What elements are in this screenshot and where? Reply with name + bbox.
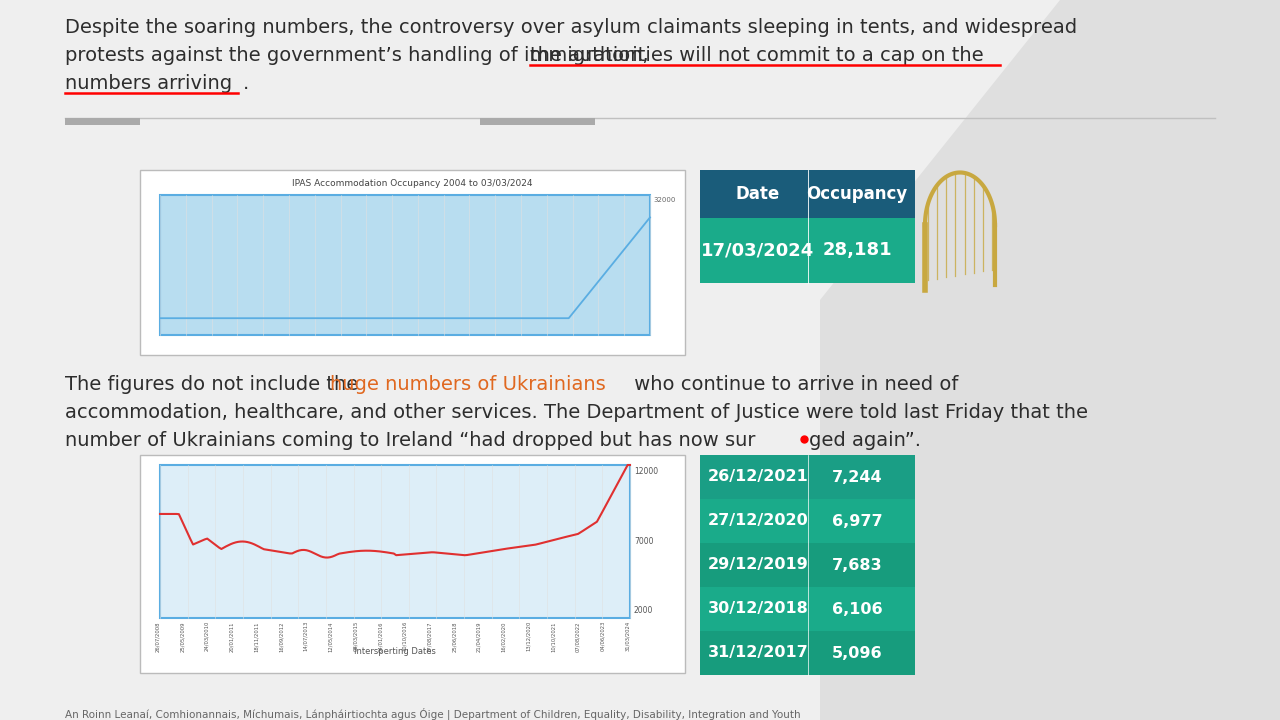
Bar [700,543,915,587]
Text: 16/09/2012: 16/09/2012 [279,621,284,652]
Text: 24/03/2010: 24/03/2010 [205,621,210,652]
Text: huge numbers of Ukrainians: huge numbers of Ukrainians [330,375,605,394]
Text: 04/01/2016: 04/01/2016 [378,621,383,652]
Text: 17/03/2024: 17/03/2024 [701,241,814,259]
Text: 27/08/2017: 27/08/2017 [428,621,433,652]
Text: 14/07/2013: 14/07/2013 [303,621,308,652]
Text: 31/03/2024: 31/03/2024 [625,621,630,652]
Text: 20/01/2011: 20/01/2011 [229,621,234,652]
Text: ged again”.: ged again”. [809,431,922,450]
Text: 16/02/2020: 16/02/2020 [502,621,507,652]
Text: 25/06/2018: 25/06/2018 [452,621,457,652]
Bar [65,118,140,125]
Bar [480,118,595,125]
Text: 6,106: 6,106 [832,601,882,616]
Text: 6,977: 6,977 [832,513,882,528]
Text: 30/10/2016: 30/10/2016 [402,621,407,652]
Text: .: . [243,74,250,93]
Text: number of Ukrainians coming to Ireland “had dropped but has now sur: number of Ukrainians coming to Ireland “… [65,431,755,450]
Text: 2000: 2000 [634,606,653,615]
Text: 08/03/2015: 08/03/2015 [353,621,358,652]
Text: 7000: 7000 [634,537,654,546]
Bar [160,465,630,618]
Text: The figures do not include the: The figures do not include the [65,375,365,394]
Bar [700,218,915,283]
Text: 12000: 12000 [634,467,658,476]
Text: 28,181: 28,181 [822,241,892,259]
Bar [700,455,915,499]
Text: 10/10/2021: 10/10/2021 [550,621,556,652]
Text: 5,096: 5,096 [832,646,882,660]
Bar [700,170,915,218]
Bar [700,631,915,675]
Text: 32000: 32000 [653,197,676,203]
Text: 7,244: 7,244 [832,469,882,485]
Text: 29/12/2019: 29/12/2019 [708,557,809,572]
Bar [700,499,915,543]
Text: who continue to arrive in need of: who continue to arrive in need of [628,375,959,394]
Text: Despite the soaring numbers, the controversy over asylum claimants sleeping in t: Despite the soaring numbers, the controv… [65,18,1078,37]
Text: 27/12/2020: 27/12/2020 [708,513,809,528]
Text: Date: Date [736,185,781,203]
Text: 26/12/2021: 26/12/2021 [708,469,809,485]
Text: 18/11/2011: 18/11/2011 [253,621,259,652]
Text: IPAS Accommodation Occupancy 2004 to 03/03/2024: IPAS Accommodation Occupancy 2004 to 03/… [292,179,532,189]
Text: 25/05/2009: 25/05/2009 [179,621,184,652]
Text: 04/06/2023: 04/06/2023 [600,621,605,652]
Bar [700,587,915,631]
Text: accommodation, healthcare, and other services. The Department of Justice were to: accommodation, healthcare, and other ser… [65,403,1088,422]
Bar [160,195,650,335]
Text: An Roinn Leanaí, Comhionannais, Míchumais, Lánpháirtiochta agus Óige | Departmen: An Roinn Leanaí, Comhionannais, Míchumai… [65,708,800,720]
Text: 13/12/2020: 13/12/2020 [526,621,531,652]
Bar [140,170,685,355]
Text: 26/07/2008: 26/07/2008 [155,621,160,652]
Text: numbers arriving: numbers arriving [65,74,232,93]
Text: 12/05/2014: 12/05/2014 [328,621,333,652]
Text: 7,683: 7,683 [832,557,882,572]
Text: 07/08/2022: 07/08/2022 [576,621,581,652]
Text: 30/12/2018: 30/12/2018 [708,601,809,616]
Text: protests against the government’s handling of immigration,: protests against the government’s handli… [65,46,655,65]
Text: 31/12/2017: 31/12/2017 [708,646,809,660]
Polygon shape [820,0,1280,720]
Text: the authorities will not commit to a cap on the: the authorities will not commit to a cap… [530,46,983,65]
Text: 21/04/2019: 21/04/2019 [476,621,481,652]
Bar [140,455,685,673]
Text: Intersperting Dates: Intersperting Dates [355,647,436,656]
Text: Occupancy: Occupancy [806,185,908,203]
